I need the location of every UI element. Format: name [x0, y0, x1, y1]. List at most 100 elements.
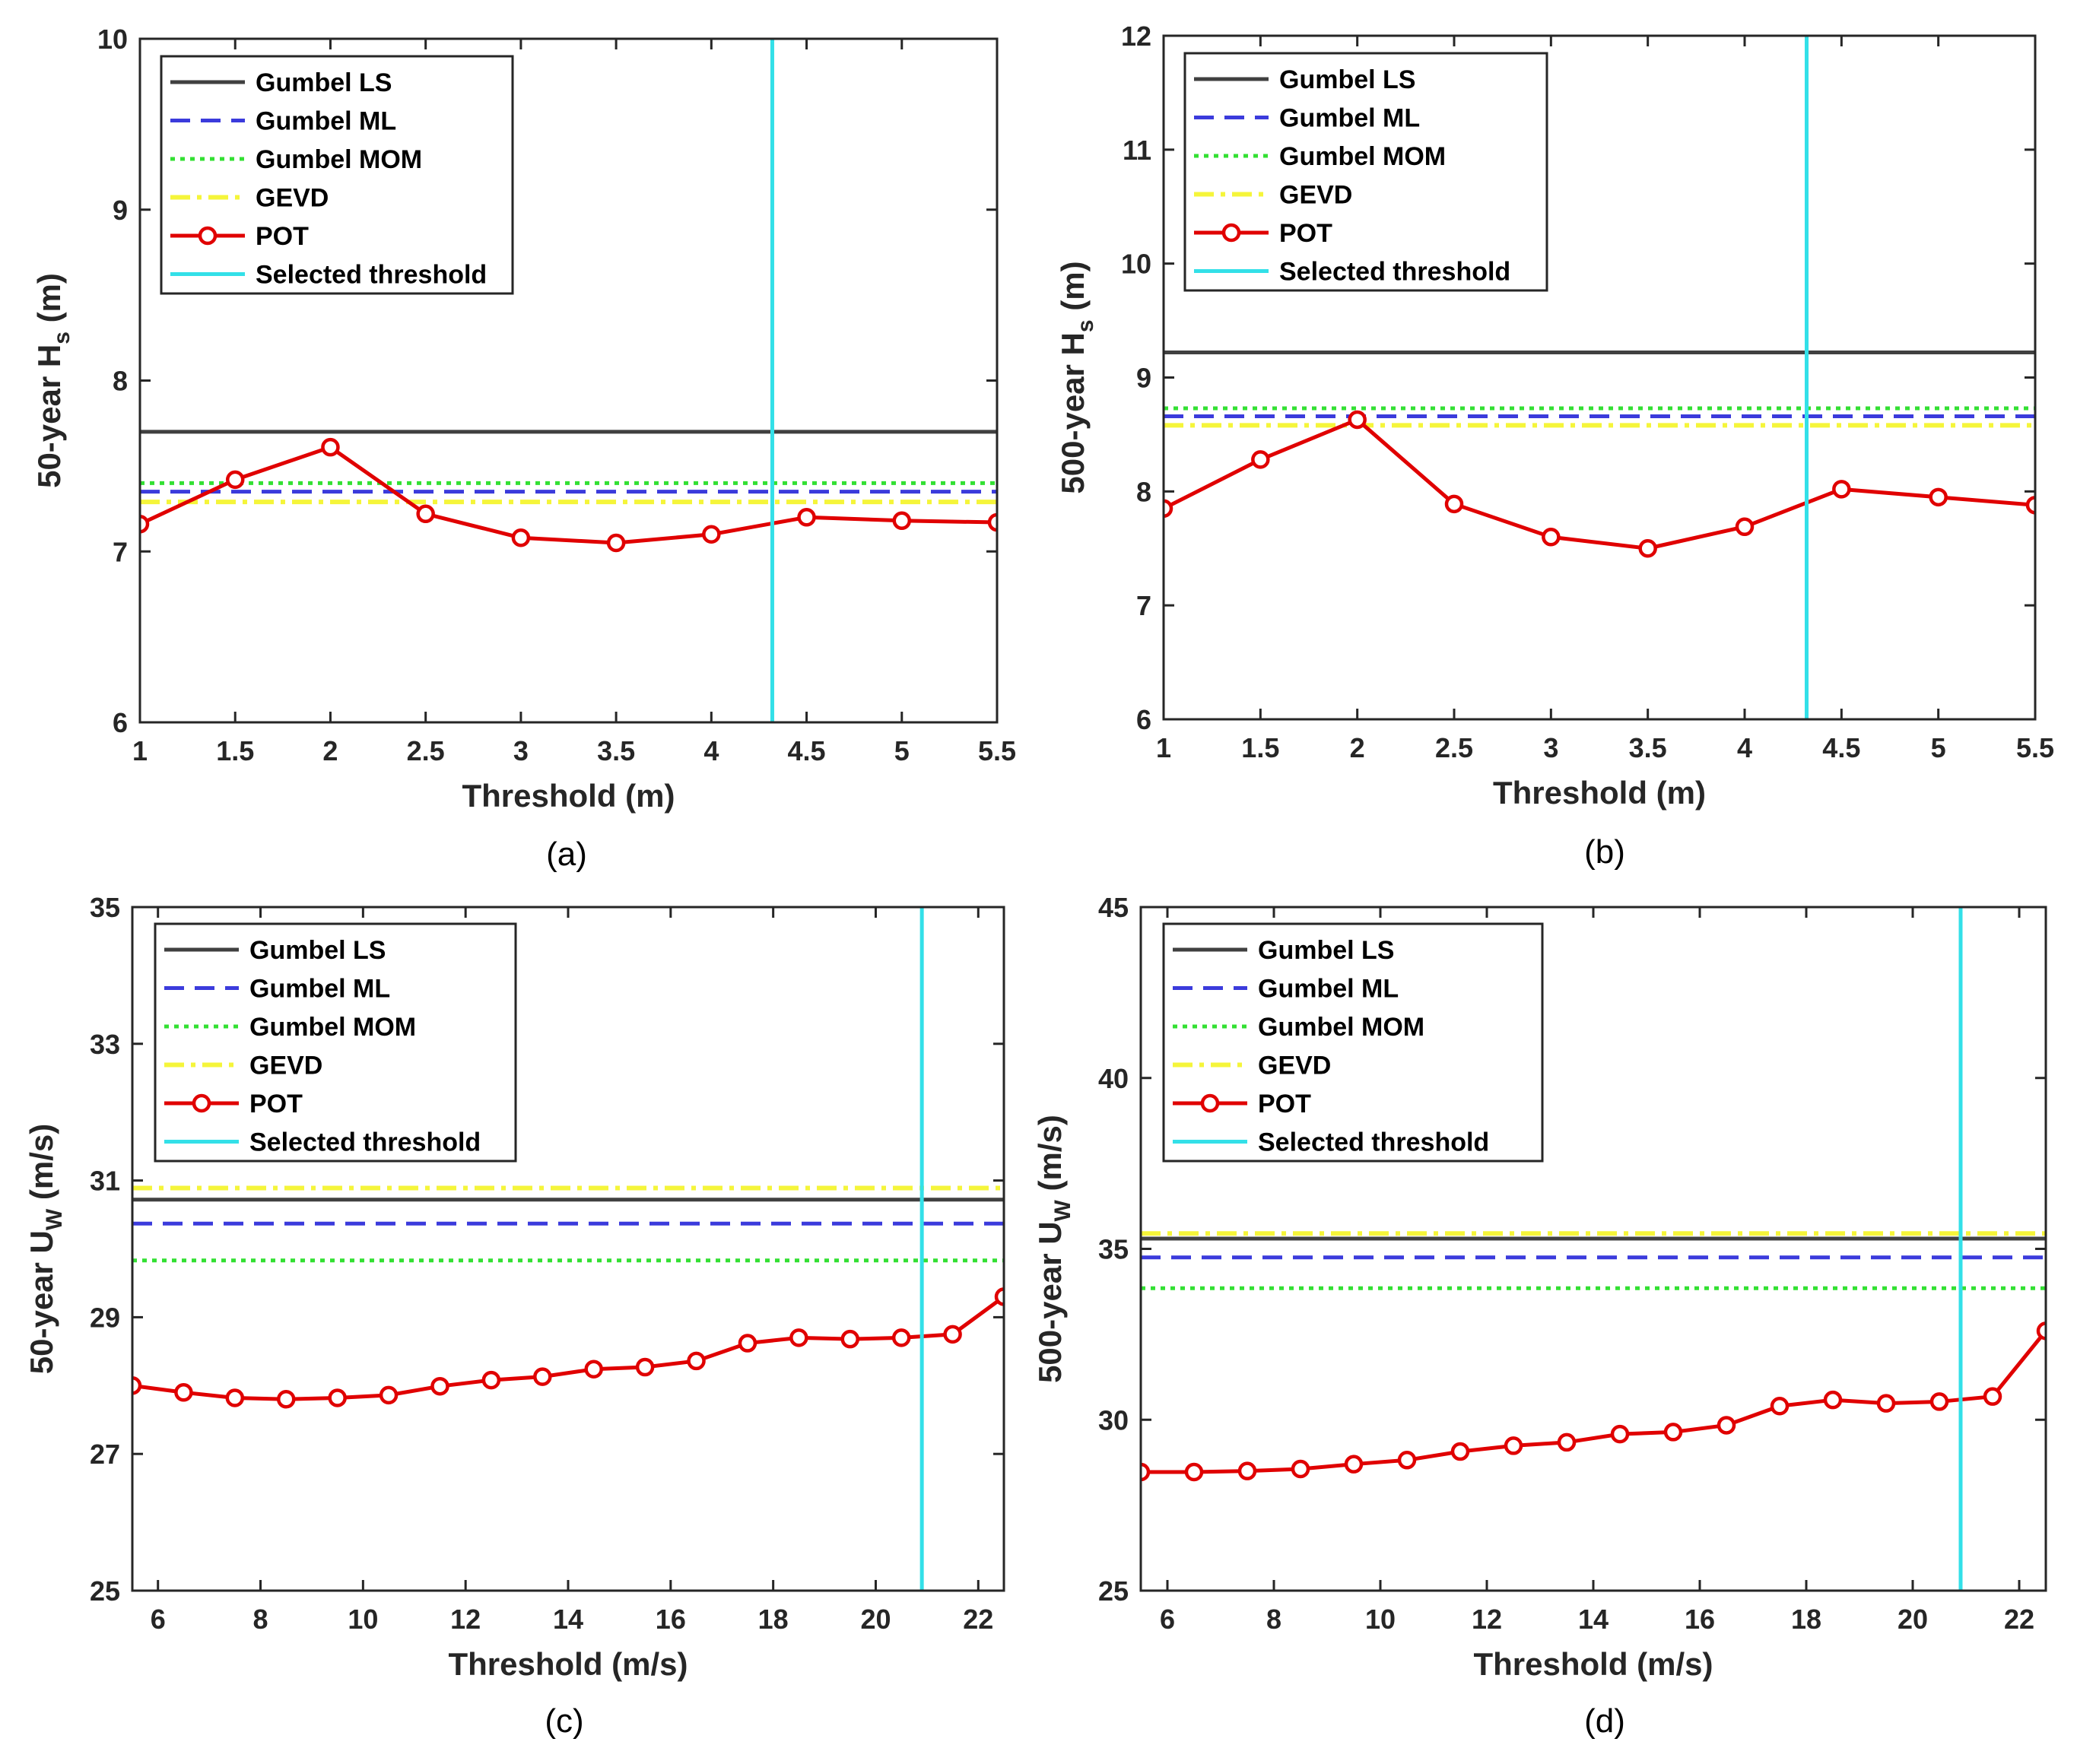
x-tick-label: 14 — [553, 1604, 583, 1635]
plot-data — [140, 39, 997, 722]
pot-point — [1504, 1436, 1523, 1455]
pot-point — [584, 1359, 603, 1379]
pot-point — [1348, 410, 1367, 430]
legend-label-pot: POT — [1258, 1090, 1311, 1118]
x-tick-label: 10 — [1365, 1604, 1396, 1635]
x-tick-label: 4.5 — [1822, 732, 1860, 763]
y-axis-label-unit: (m) — [31, 273, 67, 332]
series-pot-line — [140, 445, 997, 545]
y-tick-label: 7 — [1136, 590, 1151, 621]
x-tick-label: 12 — [1472, 1604, 1502, 1635]
legend-box — [160, 55, 514, 295]
y-axis-label-subscript: s — [1073, 319, 1098, 332]
y-axis-label: 500-year Hs (m) — [1055, 261, 1098, 493]
pot-point — [789, 1328, 808, 1347]
panel-caption: (c) — [545, 1702, 583, 1740]
legend-label-gumbel-ml: Gumbel ML — [1279, 104, 1420, 133]
legend-label-gumbel-ls: Gumbel LS — [1258, 936, 1394, 965]
y-tick-label: 8 — [1136, 476, 1151, 507]
pot-point — [225, 1388, 245, 1407]
y-axis-label: 500-year UW (m/s) — [1032, 1115, 1075, 1383]
pot-point — [481, 1370, 501, 1390]
x-tick-label: 20 — [860, 1604, 891, 1635]
y-tick-label: 35 — [90, 892, 120, 923]
y-axis-label-unit: (m) — [1055, 261, 1091, 319]
y-tick-label: 29 — [90, 1302, 120, 1333]
pot-point — [1610, 1424, 1630, 1444]
x-tick-label: 22 — [963, 1604, 993, 1635]
pot-point — [797, 508, 816, 527]
pot-point — [416, 504, 435, 524]
x-tick-label: 2.5 — [1435, 732, 1473, 763]
y-tick-label: 25 — [90, 1575, 120, 1607]
y-tick-label: 9 — [113, 195, 128, 226]
y-tick-label: 27 — [90, 1439, 120, 1470]
x-tick-label: 16 — [1685, 1604, 1715, 1635]
x-tick-label: 12 — [450, 1604, 481, 1635]
pot-point — [1717, 1416, 1736, 1435]
plot-data — [1164, 36, 2035, 719]
pot-point — [702, 525, 721, 544]
panel-caption: (d) — [1584, 1702, 1625, 1740]
panel-3: 6 8 10 12 14 16 18 20 22 25 27 29 31 33 35 Threshold (m… — [24, 892, 1005, 1740]
y-tick-label: 45 — [1098, 892, 1129, 923]
legend-label-selected-threshold: Selected threshold — [256, 261, 487, 290]
legend-label-gumbel-mom: Gumbel MOM — [256, 145, 422, 174]
series-pot-line — [1164, 417, 2035, 550]
legend-label-gevd: GEVD — [256, 184, 329, 213]
pot-point — [1542, 528, 1561, 547]
pot-point — [328, 1388, 347, 1407]
x-tick-label: 5 — [894, 735, 910, 766]
pot-point — [687, 1351, 706, 1371]
legend: Gumbel LS Gumbel ML Gumbel MOM GEVD POT Selec… — [154, 922, 517, 1163]
pot-point — [1251, 450, 1270, 469]
pot-point — [132, 1376, 142, 1395]
legend-label-gevd: GEVD — [1258, 1052, 1331, 1080]
legend-label-gumbel-ls: Gumbel LS — [256, 68, 392, 97]
legend-label-pot: POT — [249, 1090, 303, 1118]
pot-point — [1638, 539, 1657, 558]
pot-point — [1557, 1432, 1577, 1452]
x-axis-label: Threshold (m/s) — [448, 1646, 688, 1682]
y-tick-label: 10 — [97, 24, 128, 55]
x-tick-label: 2 — [1350, 732, 1365, 763]
x-axis-label: Threshold (m) — [462, 778, 675, 814]
y-axis-label-unit: (m/s) — [24, 1124, 59, 1209]
x-tick-label: 6 — [1160, 1604, 1175, 1635]
pot-point — [1344, 1455, 1364, 1474]
pot-point — [1823, 1390, 1843, 1410]
pot-point — [140, 515, 150, 534]
legend-swatch-marker — [192, 1093, 211, 1113]
x-tick-label: 4 — [1737, 732, 1752, 763]
pot-point — [943, 1325, 962, 1344]
legend-label-gumbel-ml: Gumbel ML — [256, 107, 396, 136]
pot-point — [1141, 1462, 1151, 1482]
y-tick-label: 10 — [1121, 249, 1151, 280]
y-tick-label: 6 — [1136, 704, 1151, 735]
legend-label-gevd: GEVD — [1279, 181, 1352, 210]
y-axis-label-subscript: W — [1050, 1199, 1075, 1221]
legend-label-gumbel-ml: Gumbel ML — [1258, 975, 1399, 1004]
x-tick-label: 16 — [656, 1604, 686, 1635]
legend-box — [1183, 52, 1548, 292]
pot-point — [892, 511, 912, 531]
legend-label-gumbel-ls: Gumbel LS — [249, 936, 386, 965]
pot-point — [1876, 1394, 1896, 1413]
y-tick-label: 12 — [1121, 21, 1151, 52]
x-tick-label: 3.5 — [1629, 732, 1667, 763]
legend-label-pot: POT — [1279, 219, 1332, 248]
y-tick-label: 30 — [1098, 1404, 1129, 1436]
pot-point — [1929, 1392, 1949, 1411]
y-axis-label-main: 500-year U — [1032, 1221, 1068, 1382]
legend-label-gumbel-ml: Gumbel ML — [249, 975, 390, 1004]
pot-point — [533, 1367, 552, 1386]
x-tick-label: 4 — [703, 735, 719, 766]
pot-point — [1291, 1459, 1310, 1479]
pot-point — [1770, 1397, 1790, 1416]
y-axis-label-main: 500-year H — [1055, 332, 1091, 493]
panel-caption: (b) — [1584, 833, 1625, 871]
x-tick-label: 18 — [758, 1604, 789, 1635]
legend-swatch-marker — [1221, 223, 1241, 243]
pot-point — [1444, 494, 1464, 514]
y-tick-label: 6 — [113, 707, 128, 738]
